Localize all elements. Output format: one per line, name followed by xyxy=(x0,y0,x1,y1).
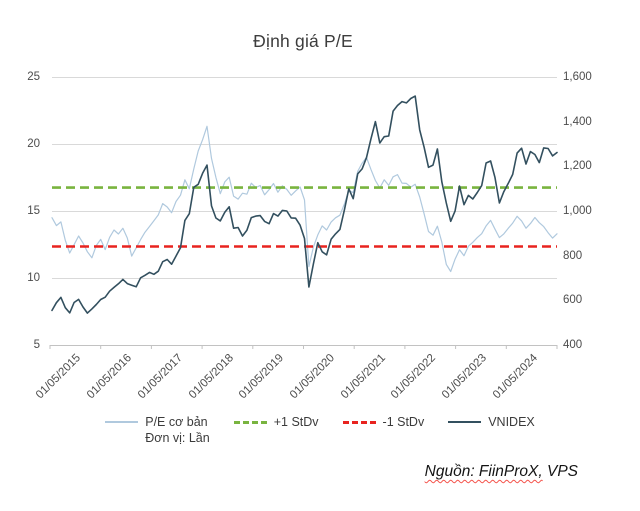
chart-title: Định giá P/E xyxy=(253,31,353,51)
vnidex-line-swatch xyxy=(448,421,482,423)
legend-label-minus-stdv: -1 StDv xyxy=(382,415,425,429)
legend-unit-note: Đơn vị: Lần xyxy=(145,431,210,445)
right-axis-tick-label: 1,600 xyxy=(563,71,592,83)
left-axis-tick-label: 20 xyxy=(27,138,40,150)
source-note: Nguồn: FiinProX, VPS xyxy=(425,463,578,481)
legend-item-plus-stdv: +1 StDv xyxy=(233,414,319,430)
legend: P/E cơ bản Đơn vị: Lần +1 StDv -1 StDv V… xyxy=(0,414,640,446)
right-axis-tick-label: 1,200 xyxy=(563,160,592,173)
right-axis-tick-label: 400 xyxy=(563,339,583,351)
left-axis-tick-label: 5 xyxy=(33,339,40,351)
source-rest-text: VPS xyxy=(546,463,578,480)
left-axis-tick-label: 10 xyxy=(27,272,40,284)
legend-label-vnidex: VNIDEX xyxy=(488,415,535,429)
right-axis-tick-label: 1,400 xyxy=(563,115,592,128)
legend-item-minus-stdv: -1 StDv xyxy=(342,414,425,430)
left-axis-tick-label: 15 xyxy=(27,205,40,217)
right-axis-tick-label: 1,000 xyxy=(563,205,592,217)
right-axis-tick-label: 800 xyxy=(563,249,583,262)
minus-stdv-swatch xyxy=(342,421,376,424)
plus-stdv-swatch xyxy=(233,421,267,424)
right-axis-tick-label: 600 xyxy=(563,294,583,307)
left-axis-tick-label: 25 xyxy=(27,71,40,83)
pe-line-swatch xyxy=(105,421,139,423)
legend-label-pe: P/E cơ bản xyxy=(145,415,208,429)
source-underlined-text: Nguồn: FiinProX, xyxy=(424,463,543,480)
legend-item-vnidex: VNIDEX xyxy=(448,414,535,430)
legend-label-plus-stdv: +1 StDv xyxy=(273,415,319,429)
legend-item-pe: P/E cơ bản Đơn vị: Lần xyxy=(105,414,210,446)
